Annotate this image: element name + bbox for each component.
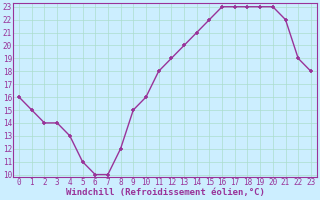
- X-axis label: Windchill (Refroidissement éolien,°C): Windchill (Refroidissement éolien,°C): [66, 188, 264, 197]
